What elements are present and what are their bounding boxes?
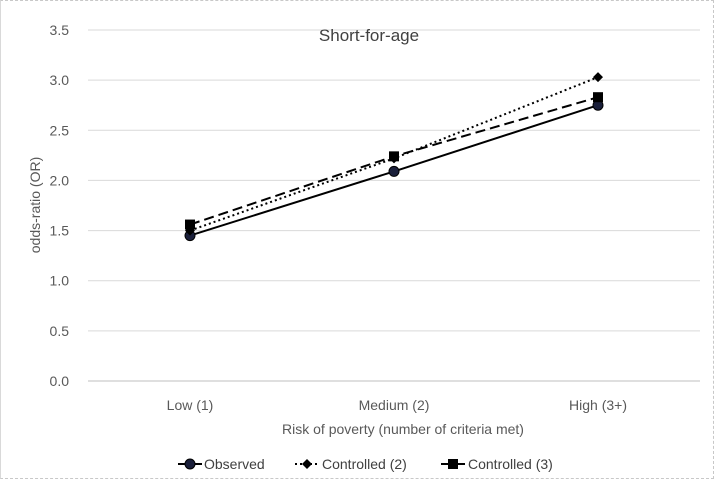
y-tick-label: 3.0 <box>50 72 70 88</box>
gridlines <box>88 29 700 382</box>
legend-label: Controlled (3) <box>468 456 553 472</box>
series-group <box>184 72 604 242</box>
series-observed <box>184 99 604 242</box>
y-axis-title: odds-ratio (OR) <box>27 157 43 253</box>
y-tick-label: 2.5 <box>50 122 70 138</box>
legend-item: Controlled (3) <box>441 456 553 472</box>
y-tick-label: 0.5 <box>50 323 70 339</box>
data-point <box>593 92 603 103</box>
chart-title: Short-for-age <box>319 26 419 45</box>
y-tick-label: 3.5 <box>50 22 70 38</box>
y-tick-labels: 0.0 0.5 1.0 1.5 2.0 2.5 3.0 3.5 <box>50 22 70 389</box>
legend-item: Observed <box>178 456 265 472</box>
x-tick-label: Low (1) <box>167 397 214 413</box>
y-tick-label: 1.0 <box>50 273 70 289</box>
legend-marker <box>448 459 458 469</box>
data-point <box>388 165 400 177</box>
legend-marker <box>184 458 196 470</box>
y-tick-label: 2.0 <box>50 172 70 188</box>
series-controlled-3 <box>185 92 603 230</box>
legend-label: Controlled (2) <box>322 456 407 472</box>
x-tick-label: Medium (2) <box>359 397 430 413</box>
y-tick-label: 1.5 <box>50 223 70 239</box>
x-tick-label: High (3+) <box>569 397 627 413</box>
legend-item: Controlled (2) <box>295 456 407 472</box>
data-point <box>185 219 195 230</box>
y-tick-label: 0.0 <box>50 373 70 389</box>
x-axis-title: Risk of poverty (number of criteria met) <box>282 421 524 437</box>
data-point <box>389 151 399 162</box>
x-tick-labels: Low (1) Medium (2) High (3+) <box>167 397 627 413</box>
legend-label: Observed <box>204 456 265 472</box>
legend: Observed Controlled (2) Controlled (3) <box>178 456 553 472</box>
data-point <box>593 72 603 83</box>
legend-marker <box>302 459 312 469</box>
